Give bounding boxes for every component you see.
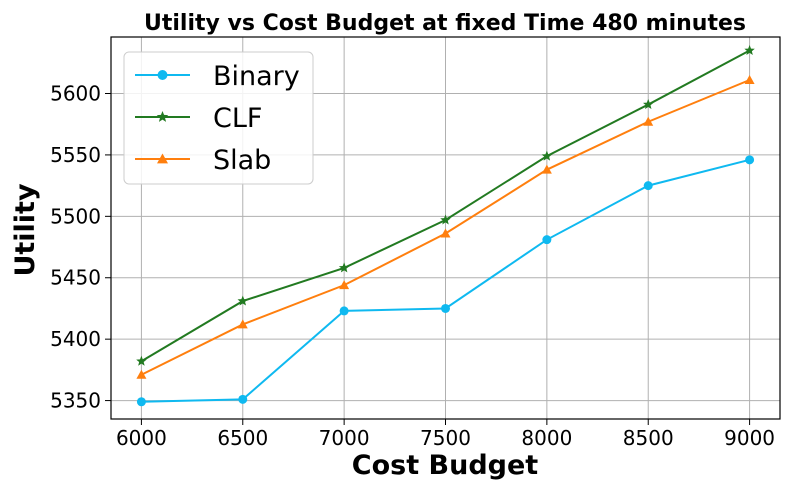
data-point-slab bbox=[440, 228, 451, 238]
series-binary bbox=[136, 155, 755, 407]
y-tick-label: 5350 bbox=[50, 389, 101, 413]
series-slab bbox=[136, 74, 755, 379]
legend-entry-slab: Slab bbox=[135, 145, 271, 176]
data-point-clf bbox=[136, 355, 147, 366]
y-tick-label: 5450 bbox=[50, 266, 101, 290]
data-point-clf bbox=[237, 295, 248, 306]
data-point-binary bbox=[745, 155, 755, 165]
x-tick-label: 9000 bbox=[724, 426, 775, 450]
x-tick-label: 6500 bbox=[217, 426, 268, 450]
x-tick-label: 8000 bbox=[521, 426, 572, 450]
legend: Binary CLF Slab bbox=[123, 51, 314, 185]
legend-label-binary: Binary bbox=[213, 61, 300, 92]
legend-marker-clf bbox=[156, 110, 169, 122]
y-tick-label: 5400 bbox=[50, 327, 101, 351]
data-point-clf bbox=[643, 99, 654, 110]
y-tick-label: 5550 bbox=[50, 143, 101, 167]
data-point-slab bbox=[339, 280, 350, 290]
tick-layer: 6000 6500 7000 7500 8000 8500 9000 5350 5400 5450… bbox=[50, 82, 775, 450]
legend-marker-binary bbox=[157, 70, 168, 80]
x-axis-label: Cost Budget bbox=[352, 450, 539, 481]
data-point-slab bbox=[237, 319, 248, 329]
series-clf bbox=[136, 45, 755, 366]
data-point-clf bbox=[744, 45, 755, 55]
data-point-binary bbox=[542, 235, 552, 245]
data-point-slab bbox=[541, 164, 552, 174]
legend-marker-slab bbox=[157, 153, 168, 164]
legend-box bbox=[123, 51, 314, 185]
data-point-binary bbox=[339, 306, 349, 316]
data-point-slab bbox=[136, 369, 147, 379]
x-tick-label: 7000 bbox=[319, 426, 370, 450]
x-tick-label: 8500 bbox=[623, 426, 674, 450]
chart-title: Utility vs Cost Budget at fixed Time 480… bbox=[144, 11, 746, 36]
data-point-slab bbox=[643, 116, 654, 126]
series-layer bbox=[136, 45, 755, 407]
x-tick-label: 7500 bbox=[420, 426, 471, 450]
legend-entry-clf: CLF bbox=[135, 103, 262, 134]
x-tick-label: 6000 bbox=[116, 426, 167, 450]
legend-label-slab: Slab bbox=[213, 145, 271, 176]
data-point-binary bbox=[238, 394, 248, 404]
y-tick-label: 5500 bbox=[50, 204, 101, 228]
data-point-slab bbox=[744, 74, 755, 84]
legend-label-clf: CLF bbox=[213, 103, 262, 134]
data-point-clf bbox=[541, 150, 553, 161]
y-tick-label: 5600 bbox=[50, 82, 101, 106]
y-axis-label: Utility bbox=[10, 183, 41, 277]
data-point-clf bbox=[338, 262, 350, 273]
data-point-binary bbox=[136, 397, 146, 407]
legend-entry-binary: Binary bbox=[135, 61, 300, 92]
data-point-clf bbox=[440, 214, 451, 225]
data-point-binary bbox=[441, 303, 450, 313]
data-point-binary bbox=[643, 181, 653, 191]
